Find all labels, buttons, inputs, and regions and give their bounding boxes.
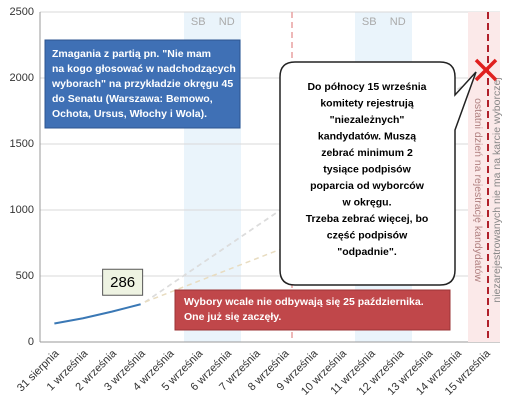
callout-line: Trzeba zebrać więcej, bo: [306, 213, 429, 225]
y-tick-label: 1500: [10, 138, 34, 150]
callout-line: Do północy 15 września: [307, 81, 426, 93]
y-tick-label: 2000: [10, 72, 34, 84]
y-tick-label: 500: [16, 270, 34, 282]
y-tick-label: 1000: [10, 204, 34, 216]
callout-line: w okręgu.: [341, 196, 391, 208]
intro-line: wyborach" na przykładzie okręgu 45: [51, 78, 233, 90]
intro-line: na kogo głosować w nadchodzących: [52, 63, 236, 75]
callout-line: kandydatów. Muszą: [318, 130, 416, 142]
warning-line: Wybory wcale nie odbywają się 25 paździe…: [184, 296, 424, 308]
line: [54, 303, 141, 325]
y-tick-label: 2500: [10, 6, 34, 18]
weekend-label: ND: [219, 16, 235, 28]
warning-box: Wybory wcale nie odbywają się 25 paździe…: [174, 289, 451, 331]
weekend-label: ND: [390, 16, 406, 28]
deadline-text: ostatni dzień na rejestrację kandydatów: [472, 98, 484, 282]
callout-line: część podpisów: [327, 229, 408, 241]
intro-line: Zmagania z partią pn. "Nie mam: [52, 48, 211, 60]
value-label-box: [102, 268, 144, 296]
y-tick-label: 0: [28, 336, 34, 348]
callout-line: poparcia od wyborców: [310, 180, 425, 192]
intro-box: Zmagania z partią pn. "Nie mam na kogo gł…: [44, 39, 241, 129]
value-label: 286: [110, 274, 135, 291]
callout: Do północy 15 września komitety rejestruj…: [279, 61, 477, 286]
callout-line: zebrać minimum 2: [321, 147, 413, 159]
callout-line: tysiące podpisów: [323, 163, 411, 175]
callout-line: komitety rejestrują: [320, 97, 414, 109]
weekend-label: SB: [362, 16, 377, 28]
weekend-label: SB: [191, 16, 206, 28]
ballot-text: niezarejestrowanych nie ma na karcie wyb…: [491, 77, 503, 302]
intro-bg: [44, 39, 241, 129]
red-x: [474, 58, 498, 82]
callout-line: "odpadnie".: [337, 246, 397, 258]
warning-bg: [174, 289, 451, 331]
callout-line: "niezależnych": [330, 114, 405, 126]
warning-line: One już się zaczęły.: [184, 311, 281, 323]
intro-line: do Senatu (Warszawa: Bemowo,: [52, 93, 213, 105]
plot: 286: [54, 268, 144, 325]
callout-bg: [279, 61, 477, 286]
intro-line: Ochota, Ursus, Włochy i Wola).: [52, 108, 207, 120]
